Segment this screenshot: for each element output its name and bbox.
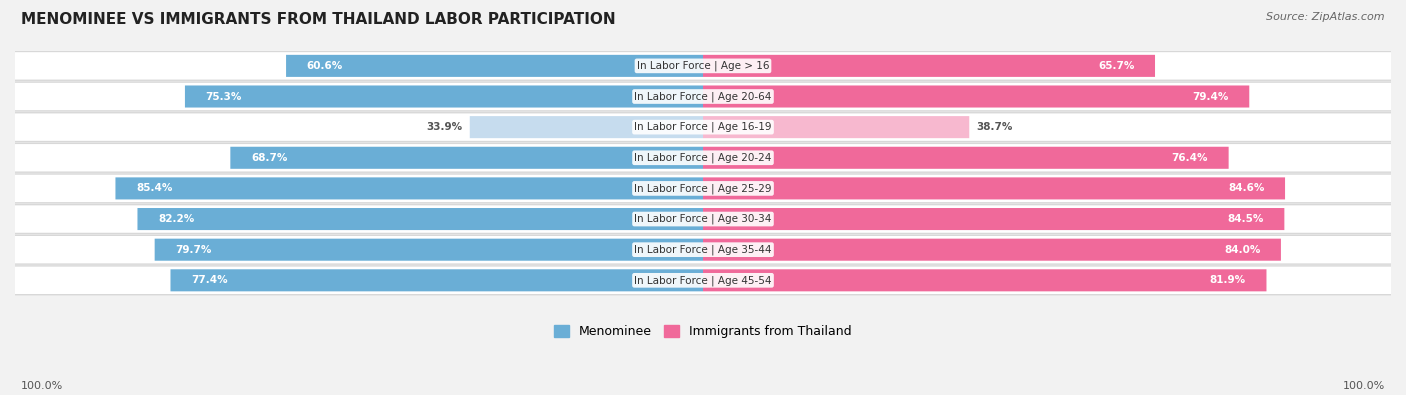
FancyBboxPatch shape xyxy=(1,235,1405,264)
Text: In Labor Force | Age 20-24: In Labor Force | Age 20-24 xyxy=(634,152,772,163)
FancyBboxPatch shape xyxy=(703,269,1267,292)
Text: 84.0%: 84.0% xyxy=(1223,245,1260,255)
FancyBboxPatch shape xyxy=(703,239,1281,261)
Text: 84.5%: 84.5% xyxy=(1227,214,1264,224)
Text: In Labor Force | Age 30-34: In Labor Force | Age 30-34 xyxy=(634,214,772,224)
Text: 84.6%: 84.6% xyxy=(1227,183,1264,194)
Text: In Labor Force | Age 45-54: In Labor Force | Age 45-54 xyxy=(634,275,772,286)
Text: In Labor Force | Age > 16: In Labor Force | Age > 16 xyxy=(637,60,769,71)
Text: 100.0%: 100.0% xyxy=(1343,381,1385,391)
Text: 68.7%: 68.7% xyxy=(252,153,287,163)
Text: In Labor Force | Age 16-19: In Labor Force | Age 16-19 xyxy=(634,122,772,132)
Legend: Menominee, Immigrants from Thailand: Menominee, Immigrants from Thailand xyxy=(548,320,858,343)
FancyBboxPatch shape xyxy=(1,143,1405,172)
FancyBboxPatch shape xyxy=(115,177,703,199)
Text: MENOMINEE VS IMMIGRANTS FROM THAILAND LABOR PARTICIPATION: MENOMINEE VS IMMIGRANTS FROM THAILAND LA… xyxy=(21,12,616,27)
Text: 75.3%: 75.3% xyxy=(205,92,242,102)
Text: Source: ZipAtlas.com: Source: ZipAtlas.com xyxy=(1267,12,1385,22)
Text: In Labor Force | Age 35-44: In Labor Force | Age 35-44 xyxy=(634,245,772,255)
FancyBboxPatch shape xyxy=(1,266,1405,295)
FancyBboxPatch shape xyxy=(170,269,703,292)
FancyBboxPatch shape xyxy=(703,55,1154,77)
Text: 77.4%: 77.4% xyxy=(191,275,228,285)
Text: 79.7%: 79.7% xyxy=(176,245,212,255)
Text: In Labor Force | Age 20-64: In Labor Force | Age 20-64 xyxy=(634,91,772,102)
FancyBboxPatch shape xyxy=(703,116,969,138)
FancyBboxPatch shape xyxy=(703,147,1229,169)
FancyBboxPatch shape xyxy=(186,85,703,107)
FancyBboxPatch shape xyxy=(703,208,1284,230)
FancyBboxPatch shape xyxy=(155,239,703,261)
Text: 100.0%: 100.0% xyxy=(21,381,63,391)
FancyBboxPatch shape xyxy=(285,55,703,77)
Text: 81.9%: 81.9% xyxy=(1209,275,1246,285)
FancyBboxPatch shape xyxy=(1,174,1405,203)
Text: 79.4%: 79.4% xyxy=(1192,92,1229,102)
FancyBboxPatch shape xyxy=(1,82,1405,111)
Text: 76.4%: 76.4% xyxy=(1171,153,1208,163)
Text: 85.4%: 85.4% xyxy=(136,183,173,194)
FancyBboxPatch shape xyxy=(1,205,1405,233)
FancyBboxPatch shape xyxy=(1,51,1405,80)
FancyBboxPatch shape xyxy=(1,113,1405,141)
FancyBboxPatch shape xyxy=(138,208,703,230)
Text: 60.6%: 60.6% xyxy=(307,61,343,71)
FancyBboxPatch shape xyxy=(470,116,703,138)
FancyBboxPatch shape xyxy=(703,85,1250,107)
Text: In Labor Force | Age 25-29: In Labor Force | Age 25-29 xyxy=(634,183,772,194)
Text: 82.2%: 82.2% xyxy=(157,214,194,224)
Text: 38.7%: 38.7% xyxy=(976,122,1012,132)
FancyBboxPatch shape xyxy=(703,177,1285,199)
Text: 33.9%: 33.9% xyxy=(427,122,463,132)
FancyBboxPatch shape xyxy=(231,147,703,169)
Text: 65.7%: 65.7% xyxy=(1098,61,1135,71)
